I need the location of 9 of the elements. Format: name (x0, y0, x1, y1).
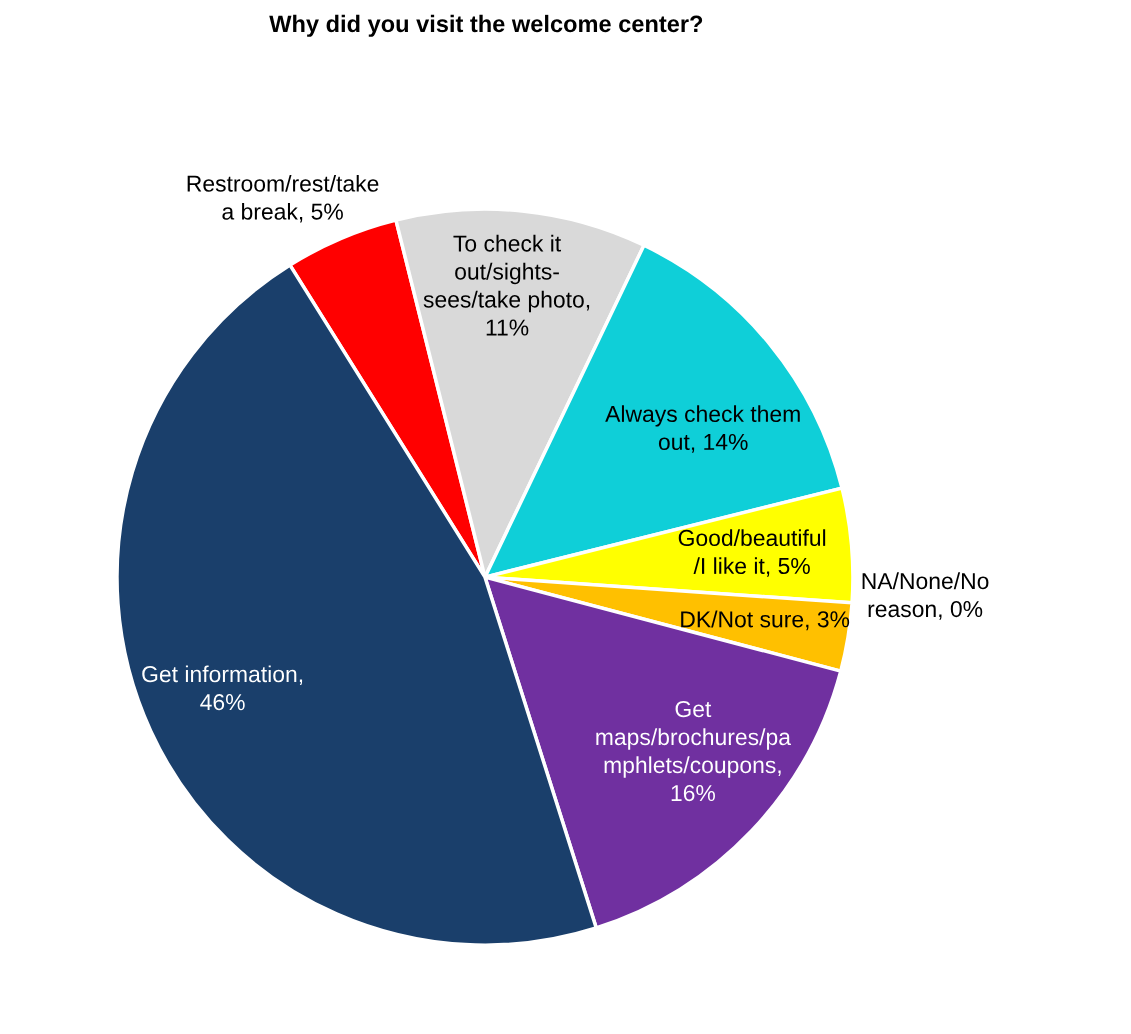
chart-title: Why did you visit the welcome center? (269, 14, 703, 37)
slice-label: Restroom/rest/take a break, 5% (187, 174, 379, 223)
slice-label: Get maps/brochures/pa mphlets/coupons, 16% (596, 700, 791, 802)
slice-label: DK/Not sure, 3% (681, 610, 850, 631)
slice-label: To check it out/sights- sees/take photo, 11% (423, 234, 590, 336)
slice-label: Always check them out, 14% (605, 405, 800, 453)
category-label: NA/None/No reason, 0% (862, 572, 989, 620)
slice-label: Good/beautiful /I like it, 5% (678, 529, 826, 577)
slice-label: Get information, 46% (142, 665, 303, 711)
